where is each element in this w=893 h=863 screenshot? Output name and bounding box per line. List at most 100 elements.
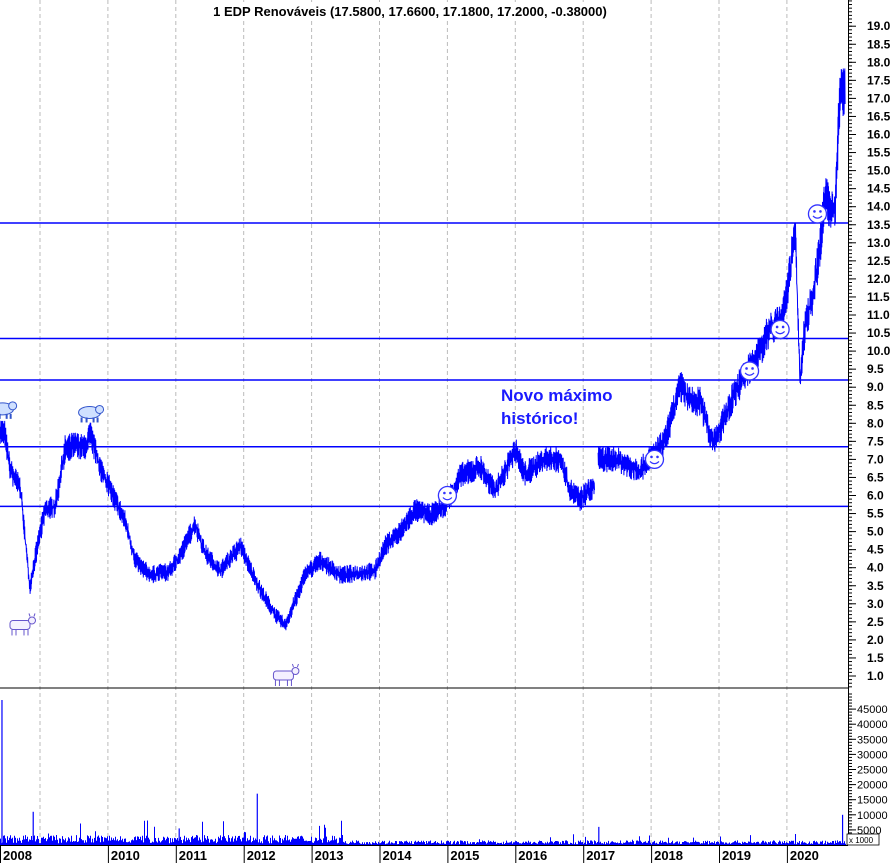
smiley-mouth (775, 330, 786, 335)
y-tick-label: 13.0 (867, 236, 891, 250)
smiley-icon (644, 449, 665, 470)
x-tick-label: 2020 (790, 848, 819, 863)
smiley-eye (449, 491, 452, 495)
smiley-eye (781, 325, 785, 329)
bull-horns (28, 613, 36, 617)
volume-tick-label: 10000 (857, 810, 888, 822)
chart-title: 1 EDP Renováveis (17.5800, 17.6600, 17.1… (213, 4, 607, 19)
y-tick-label: 4.0 (867, 561, 884, 575)
smiley-mouth (812, 215, 823, 219)
bull-head (27, 616, 36, 625)
smiley-icon (437, 485, 458, 506)
y-tick-label: 3.5 (867, 579, 884, 593)
bull-horns (291, 663, 299, 668)
bull-body (272, 670, 294, 681)
y-tick-label: 10.0 (867, 344, 891, 358)
y-tick-label: 15.5 (867, 146, 891, 160)
volume-bar-group (0, 820, 846, 845)
volume-tick-label: 45000 (857, 704, 888, 716)
y-tick-label: 15.0 (867, 164, 891, 178)
bull-icon (9, 613, 36, 636)
x-tick-label: 2008 (3, 848, 32, 863)
markers (0, 204, 828, 686)
smiley-eye (443, 491, 446, 495)
price-line (0, 420, 595, 631)
smiley-eye (650, 455, 653, 459)
volume-unit-label: x 1000 (849, 836, 874, 845)
bear-icon (78, 404, 105, 423)
volume-tick-label: 40000 (857, 719, 888, 731)
y-tick-label: 19.0 (867, 19, 891, 33)
y-tick-label: 9.0 (867, 380, 884, 394)
volume-tick-label: 20000 (857, 780, 888, 792)
y-tick-label: 12.0 (867, 272, 891, 286)
smiley-eye (813, 210, 816, 213)
price-axis: 1.0 1.5 2.0 2.5 3.0 3.5 4.0 4.5 5.0 5.5 6.0 6.5 7.0 7… (848, 0, 891, 688)
volume-axis: 5000100001500020000250003000035000400004… (848, 693, 888, 843)
bear-icon (0, 401, 18, 419)
y-tick-label: 1.5 (867, 651, 884, 665)
price-line (597, 68, 846, 481)
bear-head (95, 404, 105, 414)
price-series (0, 68, 846, 631)
volume-bars (0, 700, 846, 845)
x-tick-label: 2012 (247, 848, 276, 863)
time-axis: 2008 2010 2011 2012 2013 2014 2015 2016 2017 2018… (0, 845, 819, 863)
volume-tick-label: 35000 (857, 734, 888, 746)
smiley-icon (807, 204, 828, 224)
smiley-eye (819, 210, 822, 213)
smiley-eye (751, 367, 754, 370)
x-tick-label: 2019 (722, 848, 751, 863)
bull-head (291, 667, 300, 675)
y-tick-label: 4.5 (867, 543, 884, 557)
x-tick-label: 2017 (586, 848, 615, 863)
y-tick-label: 13.5 (867, 218, 891, 232)
volume-tick-label: 15000 (857, 795, 888, 807)
y-tick-label: 16.5 (867, 109, 891, 123)
y-tick-label: 7.0 (867, 452, 884, 466)
bull-body (9, 619, 31, 630)
volume-tick-label: 30000 (857, 749, 888, 761)
y-tick-label: 3.0 (867, 597, 884, 611)
y-tick-label: 8.0 (867, 416, 884, 430)
smiley-icon (770, 319, 790, 340)
volume-tick-label: 25000 (857, 765, 888, 777)
y-tick-label: 9.5 (867, 362, 884, 376)
y-tick-label: 6.0 (867, 489, 884, 503)
bear-head (8, 401, 18, 411)
year-gridlines (39, 0, 788, 845)
y-tick-label: 2.0 (867, 633, 884, 647)
x-tick-label: 2013 (315, 848, 344, 863)
x-tick-label: 2015 (450, 848, 479, 863)
smiley-face (644, 449, 665, 470)
y-tick-label: 18.0 (867, 55, 891, 69)
y-tick-label: 7.5 (867, 434, 884, 448)
y-tick-label: 17.5 (867, 73, 891, 87)
smiley-mouth (744, 372, 755, 376)
smiley-eye (656, 455, 659, 459)
smiley-eye (745, 367, 748, 370)
y-tick-label: 17.0 (867, 91, 891, 105)
x-tick-label: 2011 (179, 848, 207, 863)
smiley-face (807, 204, 828, 224)
y-tick-label: 6.5 (867, 470, 884, 484)
y-tick-label: 2.5 (867, 615, 884, 629)
y-tick-label: 10.5 (867, 326, 891, 340)
smiley-mouth (442, 497, 453, 501)
support-resistance-lines (0, 222, 848, 508)
annotation-line2: histórico! (501, 409, 578, 428)
annotation-line1: Novo máximo (501, 386, 612, 405)
y-tick-label: 11.5 (867, 290, 890, 304)
x-tick-label: 2010 (111, 848, 140, 863)
y-tick-label: 16.0 (867, 128, 891, 142)
volume-unit-box (846, 833, 880, 846)
x-tick-label: 2016 (518, 848, 547, 863)
y-tick-label: 5.5 (867, 507, 884, 521)
y-tick-label: 11.0 (867, 308, 890, 322)
bull-icon (272, 663, 300, 686)
y-tick-label: 18.5 (867, 37, 891, 51)
smiley-mouth (649, 460, 660, 465)
x-tick-label: 2018 (654, 848, 683, 863)
y-tick-label: 14.5 (867, 182, 891, 196)
y-tick-label: 14.0 (867, 200, 891, 214)
